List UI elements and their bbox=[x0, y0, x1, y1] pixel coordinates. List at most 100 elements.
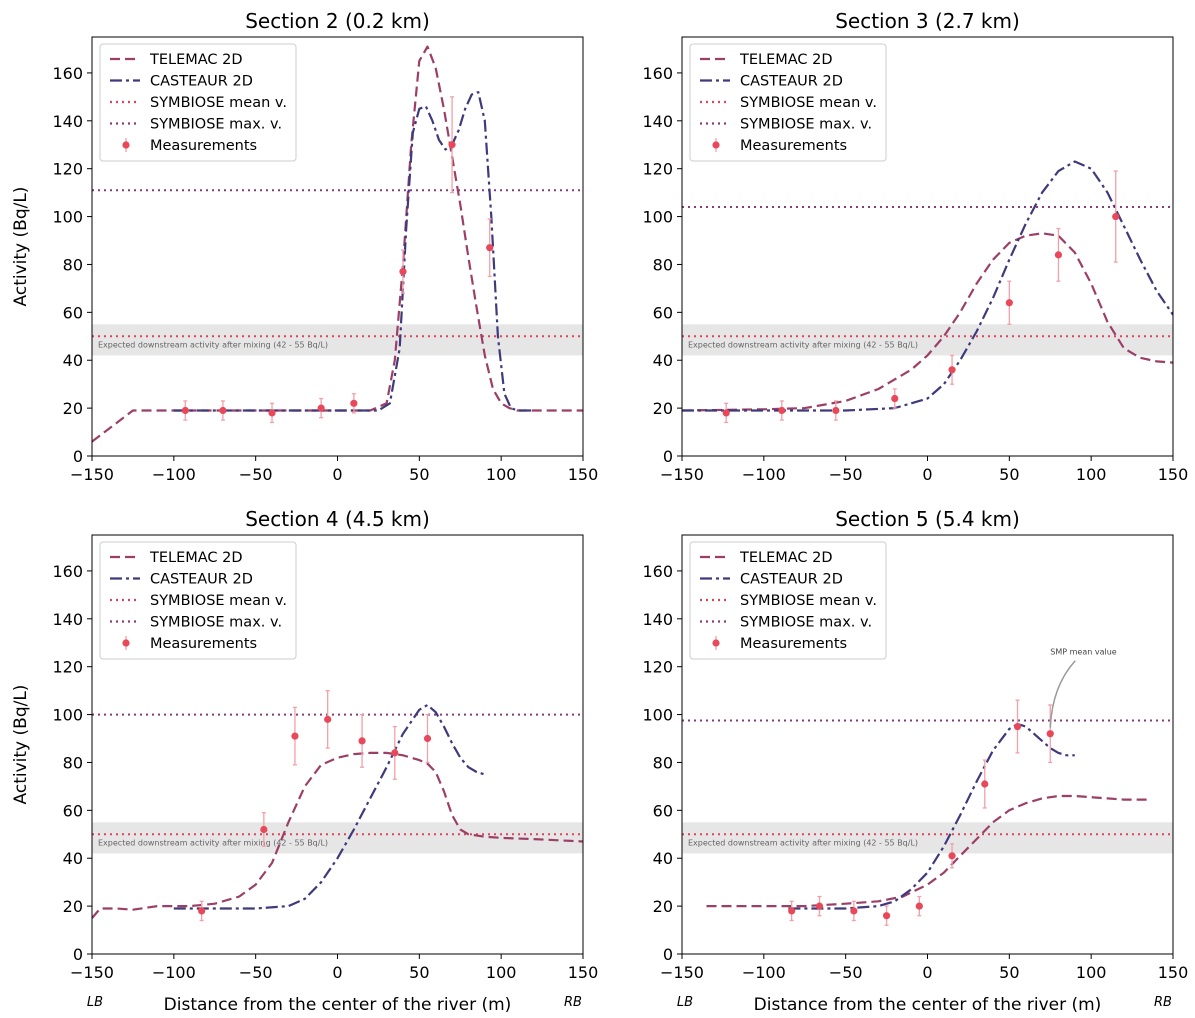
chart-title: Section 4 (4.5 km) bbox=[245, 507, 430, 531]
telemac-series-line bbox=[706, 794, 1149, 908]
legend-label: SYMBIOSE mean v. bbox=[740, 593, 877, 609]
smp-arrow bbox=[1049, 660, 1076, 728]
measurement-point bbox=[260, 825, 268, 834]
band-label: Expected downstream activity after mixin… bbox=[688, 838, 918, 847]
plot-area: Expected downstream activity after mixin… bbox=[92, 689, 583, 922]
x-tick-label: 50 bbox=[999, 465, 1019, 484]
y-tick-label: 0 bbox=[663, 447, 673, 466]
y-tick-label: 60 bbox=[63, 801, 83, 820]
y-tick-label: 0 bbox=[73, 945, 83, 964]
measurement-point bbox=[832, 406, 840, 415]
chart-panel-1: Expected downstream activity after mixin… bbox=[11, 9, 598, 484]
x-tick-label: 150 bbox=[568, 963, 599, 982]
legend-box bbox=[689, 541, 887, 660]
measurement-point bbox=[1054, 251, 1063, 259]
legend-label: TELEMAC 2D bbox=[739, 52, 833, 68]
measurement-point bbox=[882, 912, 891, 920]
x-tick-label: 150 bbox=[568, 465, 599, 484]
measurement-point bbox=[1046, 730, 1054, 738]
x-tick-label: 150 bbox=[1158, 465, 1189, 484]
chart-title: Section 5 (5.4 km) bbox=[835, 507, 1020, 531]
measurement-point bbox=[778, 406, 786, 415]
x-tick-label: 50 bbox=[409, 963, 429, 982]
y-tick-label: 120 bbox=[642, 160, 673, 179]
right-bank-label: RB bbox=[1154, 995, 1172, 1010]
x-tick-label: −100 bbox=[742, 465, 786, 484]
mixing-band bbox=[682, 324, 1173, 356]
x-tick-label: 50 bbox=[409, 465, 429, 484]
x-axis-label: Distance from the center of the river (m… bbox=[754, 995, 1102, 1015]
measurement-point bbox=[350, 399, 358, 407]
chart-title: Section 3 (2.7 km) bbox=[835, 9, 1020, 33]
measurement-point bbox=[850, 907, 858, 915]
x-tick-label: −150 bbox=[70, 963, 114, 982]
measurement-point bbox=[815, 902, 824, 910]
measurement-point bbox=[391, 749, 399, 757]
legend-label: SYMBIOSE max. v. bbox=[150, 615, 282, 631]
x-tick-label: −150 bbox=[660, 963, 704, 982]
legend-label: CASTEAUR 2D bbox=[150, 74, 253, 90]
x-tick-label: −50 bbox=[239, 465, 273, 484]
y-tick-label: 80 bbox=[653, 753, 673, 772]
y-tick-label: 100 bbox=[52, 208, 83, 227]
x-tick-label: −100 bbox=[152, 465, 196, 484]
telemac-series-line bbox=[682, 232, 1173, 412]
x-tick-label: −150 bbox=[70, 465, 114, 484]
mixing-band bbox=[92, 822, 583, 854]
telemac-series-line bbox=[92, 751, 583, 919]
y-tick-label: 120 bbox=[52, 658, 83, 677]
band-label: Expected downstream activity after mixin… bbox=[98, 838, 328, 847]
x-tick-label: 100 bbox=[1076, 465, 1107, 484]
legend-label: Measurements bbox=[740, 138, 847, 154]
legend-label: CASTEAUR 2D bbox=[150, 572, 253, 588]
y-tick-label: 0 bbox=[663, 945, 673, 964]
measurement-point bbox=[268, 409, 276, 417]
measurement-point bbox=[948, 366, 956, 374]
y-tick-label: 60 bbox=[63, 303, 83, 322]
x-tick-label: 0 bbox=[332, 465, 342, 484]
legend-label: SYMBIOSE max. v. bbox=[740, 615, 872, 631]
legend-label: TELEMAC 2D bbox=[739, 550, 833, 566]
measurement-point bbox=[486, 244, 494, 252]
y-tick-label: 40 bbox=[63, 351, 83, 370]
legend-label: Measurements bbox=[740, 636, 847, 652]
legend-box bbox=[99, 43, 297, 162]
legend-label: SYMBIOSE mean v. bbox=[740, 95, 877, 111]
measurement-point bbox=[1013, 722, 1022, 731]
y-tick-label: 160 bbox=[642, 64, 673, 83]
legend-box bbox=[99, 541, 297, 660]
y-tick-label: 20 bbox=[653, 897, 673, 916]
y-tick-label: 100 bbox=[642, 208, 673, 227]
y-tick-label: 20 bbox=[653, 399, 673, 418]
casteaur-series-line bbox=[173, 91, 534, 412]
y-tick-label: 140 bbox=[642, 112, 673, 131]
x-tick-label: 100 bbox=[1076, 963, 1107, 982]
casteaur-series-line bbox=[173, 703, 486, 910]
left-bank-label: LB bbox=[677, 995, 693, 1010]
x-tick-label: 0 bbox=[922, 963, 932, 982]
x-tick-label: 0 bbox=[922, 465, 932, 484]
chart-title: Section 2 (0.2 km) bbox=[245, 9, 430, 33]
y-tick-label: 140 bbox=[52, 610, 83, 629]
y-tick-label: 100 bbox=[642, 706, 673, 725]
measurement-point bbox=[423, 734, 432, 743]
chart-panel-2: Expected downstream activity after mixin… bbox=[642, 9, 1188, 484]
x-tick-label: 0 bbox=[332, 963, 342, 982]
measurement-point bbox=[1005, 299, 1013, 307]
y-tick-label: 100 bbox=[52, 706, 83, 725]
y-tick-label: 140 bbox=[52, 112, 83, 131]
y-tick-label: 160 bbox=[52, 562, 83, 581]
band-label: Expected downstream activity after mixin… bbox=[98, 340, 328, 349]
y-tick-label: 80 bbox=[653, 255, 673, 274]
measurement-point bbox=[722, 409, 730, 417]
measurement-point bbox=[291, 732, 299, 740]
left-bank-label: LB bbox=[87, 995, 103, 1010]
measurement-point bbox=[891, 394, 899, 403]
measurement-point bbox=[448, 141, 456, 149]
legend-label: SYMBIOSE max. v. bbox=[740, 117, 872, 133]
y-tick-label: 140 bbox=[642, 610, 673, 629]
x-tick-label: −100 bbox=[152, 963, 196, 982]
y-axis-label: Activity (Bq/L) bbox=[11, 187, 31, 307]
mixing-band bbox=[682, 822, 1173, 854]
